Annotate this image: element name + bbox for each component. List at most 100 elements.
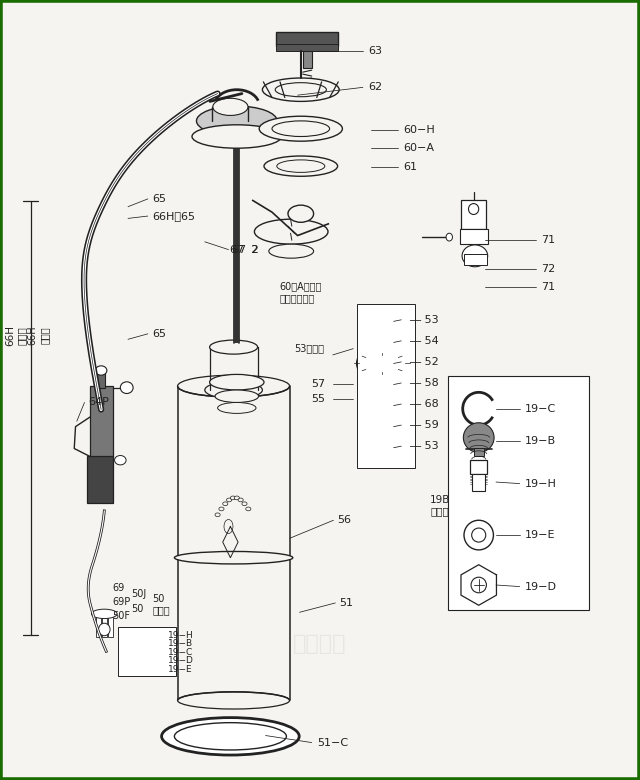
Text: 51: 51 <box>339 598 353 608</box>
Ellipse shape <box>262 78 339 101</box>
Ellipse shape <box>238 498 243 502</box>
Ellipse shape <box>472 528 486 542</box>
Ellipse shape <box>227 498 232 502</box>
Text: 66H
セット: 66H セット <box>5 325 27 346</box>
Ellipse shape <box>374 337 390 348</box>
Ellipse shape <box>99 623 110 636</box>
Ellipse shape <box>471 577 486 593</box>
Text: 69: 69 <box>112 583 124 593</box>
Ellipse shape <box>178 375 290 397</box>
Ellipse shape <box>377 424 387 430</box>
Ellipse shape <box>377 318 387 324</box>
Ellipse shape <box>196 106 277 136</box>
Text: 19−D: 19−D <box>525 582 557 591</box>
Text: ― 68: ― 68 <box>410 399 438 409</box>
Text: ― 53: ― 53 <box>410 441 438 451</box>
Text: 63: 63 <box>368 46 382 55</box>
Ellipse shape <box>230 496 236 500</box>
Bar <box>470 460 487 474</box>
Text: 50J: 50J <box>131 590 147 599</box>
Bar <box>461 200 486 229</box>
Text: 19−B: 19−B <box>168 639 193 648</box>
Ellipse shape <box>264 156 338 176</box>
Ellipse shape <box>375 380 388 389</box>
Ellipse shape <box>368 417 396 436</box>
Text: 19−B: 19−B <box>525 436 556 445</box>
Text: 19−E: 19−E <box>525 530 556 540</box>
Bar <box>474 448 484 456</box>
Text: 19−D: 19−D <box>168 656 194 665</box>
Text: 19−H: 19−H <box>525 479 557 488</box>
Text: ― 59: ― 59 <box>410 420 438 430</box>
Bar <box>90 386 113 460</box>
Text: 19−C: 19−C <box>168 647 193 657</box>
Text: 55: 55 <box>311 394 325 403</box>
Text: 60－Aセット: 60－Aセット <box>279 282 321 291</box>
Text: 61: 61 <box>403 162 417 172</box>
Text: 67  2: 67 2 <box>230 245 259 254</box>
Ellipse shape <box>219 507 224 511</box>
Ellipse shape <box>174 722 287 750</box>
Bar <box>96 615 101 637</box>
Ellipse shape <box>272 121 330 136</box>
Text: ― 54: ― 54 <box>410 336 438 346</box>
Text: 71: 71 <box>541 236 555 245</box>
Ellipse shape <box>192 125 282 148</box>
Text: 楽天市場: 楽天市場 <box>293 633 347 654</box>
Bar <box>102 615 107 637</box>
Text: 50
セット: 50 セット <box>152 594 170 615</box>
Bar <box>460 229 488 244</box>
Ellipse shape <box>234 496 239 500</box>
Text: 66H，65: 66H，65 <box>152 211 195 221</box>
Bar <box>357 304 415 468</box>
Bar <box>118 627 176 676</box>
Ellipse shape <box>276 160 324 172</box>
Text: 62: 62 <box>368 83 382 92</box>
Text: 19−H: 19−H <box>168 631 194 640</box>
Text: 66H
セット: 66H セット <box>28 325 49 346</box>
Bar <box>448 376 589 610</box>
Ellipse shape <box>223 502 228 505</box>
Ellipse shape <box>218 402 256 413</box>
Bar <box>87 456 113 503</box>
Text: 60−A: 60−A <box>403 144 434 153</box>
Text: 50: 50 <box>131 604 143 614</box>
Text: 19−C: 19−C <box>525 404 556 413</box>
Ellipse shape <box>161 718 300 755</box>
Ellipse shape <box>464 520 493 550</box>
Ellipse shape <box>259 116 342 141</box>
Ellipse shape <box>174 551 293 564</box>
Text: 19B
セット: 19B セット <box>430 495 451 516</box>
Text: ― 53: ― 53 <box>410 315 438 324</box>
Ellipse shape <box>377 402 387 410</box>
Ellipse shape <box>212 98 248 115</box>
Ellipse shape <box>92 609 117 619</box>
Ellipse shape <box>210 340 258 354</box>
Ellipse shape <box>120 381 133 394</box>
Bar <box>464 254 487 265</box>
Ellipse shape <box>269 244 314 258</box>
Ellipse shape <box>215 390 259 402</box>
Ellipse shape <box>463 423 494 452</box>
Text: 56: 56 <box>337 516 351 525</box>
Ellipse shape <box>254 219 328 244</box>
Ellipse shape <box>224 519 233 534</box>
Ellipse shape <box>468 204 479 215</box>
Bar <box>276 32 338 46</box>
Text: 51−C: 51−C <box>317 738 348 747</box>
Ellipse shape <box>462 245 488 267</box>
Bar <box>472 474 485 491</box>
Ellipse shape <box>115 456 126 465</box>
Ellipse shape <box>246 507 251 511</box>
Text: 60−H: 60−H <box>403 126 435 135</box>
Ellipse shape <box>205 381 262 399</box>
Bar <box>97 372 105 388</box>
Ellipse shape <box>288 205 314 222</box>
Text: 69P: 69P <box>112 597 131 607</box>
Ellipse shape <box>446 233 452 241</box>
Bar <box>303 51 312 68</box>
Ellipse shape <box>360 327 404 358</box>
Text: 53セット: 53セット <box>294 344 324 353</box>
Ellipse shape <box>356 345 408 382</box>
Text: 71: 71 <box>541 282 555 292</box>
